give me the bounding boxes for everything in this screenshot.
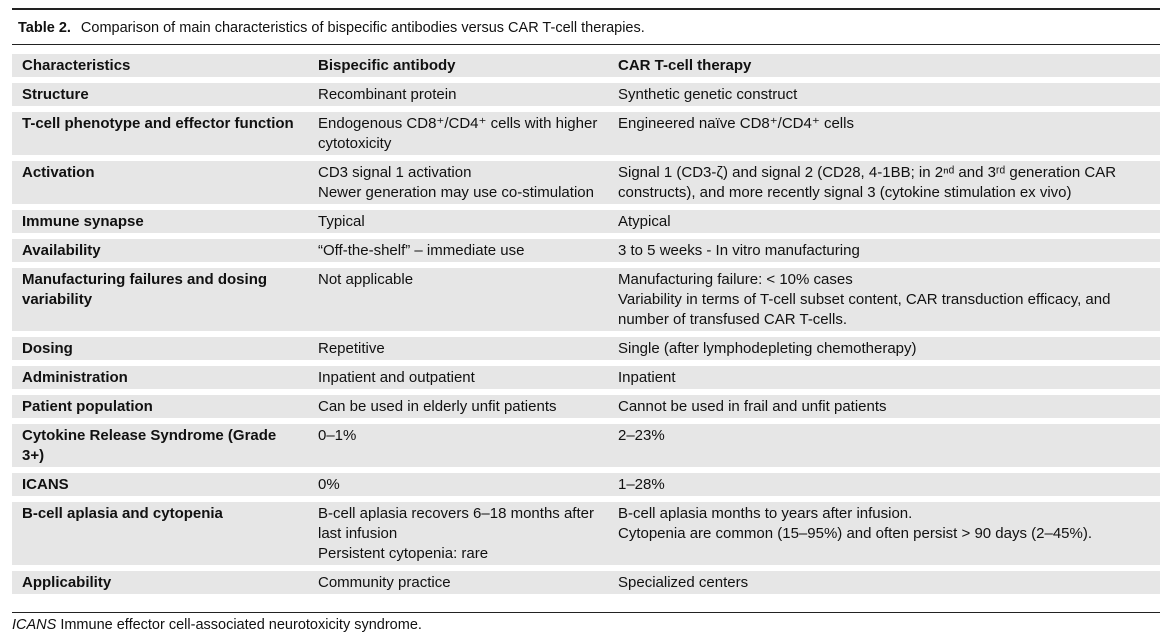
- header-cell: Characteristics: [12, 48, 308, 80]
- row-label: Activation: [12, 155, 308, 207]
- table-row: Availability “Off-the-shelf” – immediate …: [12, 233, 1160, 265]
- row-label: Structure: [12, 77, 308, 109]
- table-cell: Signal 1 (CD3-ζ) and signal 2 (CD28, 4-1…: [608, 155, 1160, 207]
- row-label: Immune synapse: [12, 204, 308, 236]
- table-cell: Specialized centers: [608, 565, 1160, 594]
- header-cell: CAR T-cell therapy: [608, 48, 1160, 80]
- row-label: Dosing: [12, 331, 308, 363]
- row-label: Availability: [12, 233, 308, 265]
- table-cell: Synthetic genetic construct: [608, 77, 1160, 109]
- table-cell: “Off-the-shelf” – immediate use: [308, 233, 608, 265]
- table-cell: Inpatient: [608, 360, 1160, 392]
- row-label: B-cell aplasia and cytopenia: [12, 496, 308, 568]
- table-row: T-cell phenotype and effector function En…: [12, 106, 1160, 158]
- caption: Table 2. Comparison of main characteristi…: [12, 10, 1160, 45]
- row-label: Manufacturing failures and dosing variab…: [12, 262, 308, 334]
- table-cell: 2–23%: [608, 418, 1160, 470]
- row-label: Administration: [12, 360, 308, 392]
- header-cell: Bispecific antibody: [308, 48, 608, 80]
- table-cell: 0%: [308, 467, 608, 499]
- table-cell: Endogenous CD8⁺/CD4⁺ cells with higher c…: [308, 106, 608, 158]
- table-row: Patient population Can be used in elderly…: [12, 389, 1160, 421]
- footnote: ICANS Immune effector cell-associated neu…: [12, 612, 1160, 633]
- table-cell: B-cell aplasia recovers 6–18 months afte…: [308, 496, 608, 568]
- table-row: Activation CD3 signal 1 activation Newer …: [12, 155, 1160, 207]
- table-cell: CD3 signal 1 activation Newer generation…: [308, 155, 608, 207]
- table-cell: 1–28%: [608, 467, 1160, 499]
- table-cell: Recombinant protein: [308, 77, 608, 109]
- table-cell: 0–1%: [308, 418, 608, 470]
- table-body: Structure Recombinant protein Synthetic ge…: [12, 77, 1160, 594]
- table-block: Table 2. Comparison of main characteristi…: [12, 8, 1160, 594]
- row-label: Cytokine Release Syndrome (Grade 3+): [12, 418, 308, 470]
- table-cell: Repetitive: [308, 331, 608, 363]
- table-cell: Can be used in elderly unfit patients: [308, 389, 608, 421]
- table-row: Applicability Community practice Specializ…: [12, 565, 1160, 594]
- table: Characteristics Bispecific antibody CAR T-…: [12, 48, 1160, 594]
- table-cell: Cannot be used in frail and unfit patien…: [608, 389, 1160, 421]
- table-row: Dosing Repetitive Single (after lymphodepl…: [12, 331, 1160, 363]
- table-cell: Atypical: [608, 204, 1160, 236]
- table-cell: Engineered naïve CD8⁺/CD4⁺ cells: [608, 106, 1160, 158]
- table-row: Administration Inpatient and outpatient In…: [12, 360, 1160, 392]
- row-label: Patient population: [12, 389, 308, 421]
- footnote-term: ICANS: [12, 617, 57, 633]
- table-row: Cytokine Release Syndrome (Grade 3+) 0–1%…: [12, 418, 1160, 470]
- table-cell: Typical: [308, 204, 608, 236]
- table-row: ICANS 0% 1–28%: [12, 467, 1160, 499]
- table-cell: Inpatient and outpatient: [308, 360, 608, 392]
- table-cell: Manufacturing failure: < 10% cases Varia…: [608, 262, 1160, 334]
- table-cell: Community practice: [308, 565, 608, 594]
- table-cell: B-cell aplasia months to years after inf…: [608, 496, 1160, 568]
- row-label: T-cell phenotype and effector function: [12, 106, 308, 158]
- caption-text: Comparison of main characteristics of bi…: [80, 20, 645, 36]
- row-label: ICANS: [12, 467, 308, 499]
- table-row: Manufacturing failures and dosing variab…: [12, 262, 1160, 334]
- table-row: B-cell aplasia and cytopenia B-cell aplas…: [12, 496, 1160, 568]
- footnote-text: Immune effector cell-associated neurotox…: [60, 617, 422, 633]
- caption-label: Table 2.: [18, 20, 71, 36]
- table-row: Immune synapse Typical Atypical: [12, 204, 1160, 236]
- table-cell: Single (after lymphodepleting chemothera…: [608, 331, 1160, 363]
- row-label: Applicability: [12, 565, 308, 594]
- table-row: Structure Recombinant protein Synthetic ge…: [12, 77, 1160, 109]
- header-row: Characteristics Bispecific antibody CAR T-…: [12, 48, 1160, 80]
- table-cell: Not applicable: [308, 262, 608, 334]
- table-cell: 3 to 5 weeks - In vitro manufacturing: [608, 233, 1160, 265]
